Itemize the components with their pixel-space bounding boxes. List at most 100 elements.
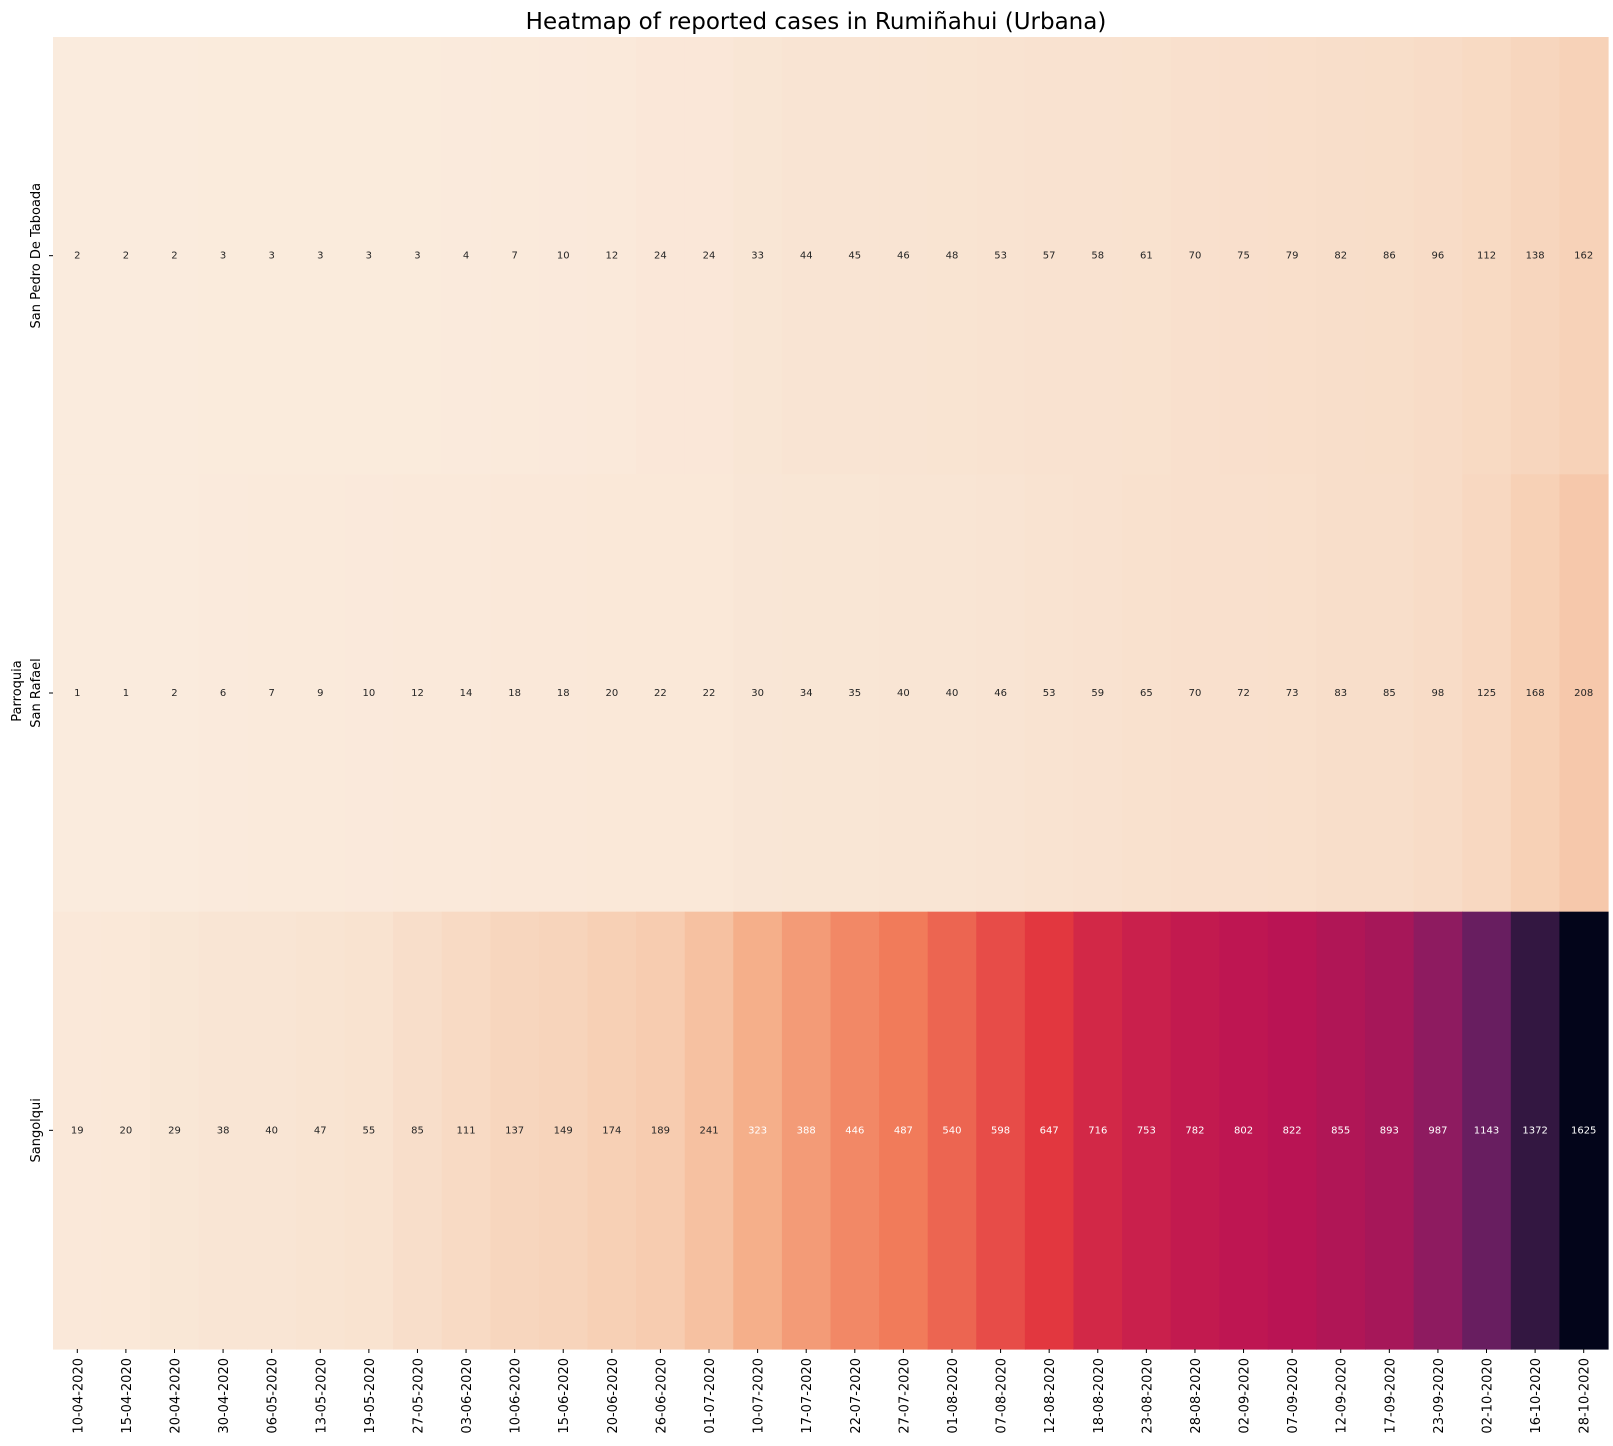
- cell-value-label: 40: [897, 688, 910, 699]
- heatmap-cell: [247, 474, 297, 913]
- cell-value-label: 241: [699, 1125, 718, 1136]
- cell-value-label: 822: [1283, 1125, 1302, 1136]
- heatmap-cell: [490, 37, 540, 475]
- cell-value-label: 893: [1380, 1125, 1399, 1136]
- heatmap-cell: [733, 37, 783, 475]
- heatmap-cell: [1267, 911, 1318, 1350]
- x-tick-label: 10-07-2020: [752, 1358, 767, 1434]
- heatmap-cell: [684, 911, 734, 1350]
- cell-value-label: 208: [1574, 688, 1593, 699]
- cell-value-label: 24: [703, 251, 716, 262]
- heatmap-cell: [1170, 474, 1220, 913]
- heatmap-cell: [1316, 911, 1366, 1350]
- cell-value-label: 598: [991, 1125, 1010, 1136]
- heatmap-cell: [1365, 911, 1415, 1350]
- heatmap-cell: [101, 37, 151, 475]
- heatmap-cell: [1073, 911, 1123, 1350]
- heatmap-cell: [976, 474, 1026, 913]
- cell-value-label: 46: [994, 688, 1007, 699]
- heatmap-cell: [1559, 911, 1609, 1350]
- heatmap-cell: [490, 474, 540, 913]
- cell-value-label: 18: [508, 688, 521, 699]
- cell-value-label: 33: [751, 251, 764, 262]
- heatmap-cell: [1365, 474, 1415, 913]
- y-tick-label: San Pedro De Taboada: [29, 183, 44, 329]
- heatmap-cell: [733, 911, 783, 1350]
- x-tick-label: 26-06-2020: [654, 1358, 669, 1434]
- heatmap-cell: [53, 911, 103, 1350]
- cell-value-label: 45: [848, 251, 861, 262]
- heatmap-cell: [1510, 474, 1560, 913]
- cell-value-label: 14: [460, 688, 473, 699]
- heatmap-cell: [1316, 37, 1366, 475]
- heatmap-cell: [1219, 911, 1269, 1350]
- cell-value-label: 18: [557, 688, 570, 699]
- cell-value-label: 53: [1043, 688, 1056, 699]
- x-tick-label: 10-04-2020: [71, 1358, 86, 1434]
- heatmap-cell: [879, 474, 929, 913]
- x-tick-label: 12-09-2020: [1335, 1358, 1350, 1434]
- x-tick-label: 23-09-2020: [1432, 1358, 1447, 1434]
- heatmap-cell: [150, 37, 200, 475]
- heatmap-cell: [976, 911, 1026, 1350]
- cell-value-label: 58: [1091, 251, 1104, 262]
- cell-value-label: 30: [751, 688, 764, 699]
- cell-value-label: 1625: [1571, 1125, 1596, 1136]
- heatmap-cell: [927, 37, 977, 475]
- cell-value-label: 149: [554, 1125, 573, 1136]
- cell-value-label: 79: [1286, 251, 1299, 262]
- heatmap-cell: [927, 474, 977, 913]
- x-tick-label: 07-08-2020: [995, 1358, 1010, 1434]
- x-tick-label: 03-06-2020: [460, 1358, 475, 1434]
- x-tick-label: 01-08-2020: [946, 1358, 961, 1434]
- heatmap-cell: [587, 474, 637, 913]
- heatmap-cell: [1462, 911, 1512, 1350]
- x-tick-label: 23-08-2020: [1140, 1358, 1155, 1434]
- cell-value-label: 10: [362, 688, 375, 699]
- x-tick-label: 16-10-2020: [1529, 1358, 1544, 1434]
- cell-value-label: 20: [605, 688, 618, 699]
- heatmap-cell: [1510, 37, 1560, 475]
- heatmap-cell: [1024, 37, 1075, 475]
- cell-value-label: 388: [797, 1125, 816, 1136]
- cell-value-label: 40: [265, 1125, 278, 1136]
- cell-value-label: 4: [463, 251, 469, 262]
- x-tick-label: 06-05-2020: [266, 1358, 281, 1434]
- cell-value-label: 487: [894, 1125, 913, 1136]
- heatmap-cell: [1267, 37, 1318, 475]
- heatmap-cell: [1024, 474, 1075, 913]
- heatmap-cell: [1510, 911, 1560, 1350]
- heatmap-cell: [636, 911, 686, 1350]
- x-tick-label: 18-08-2020: [1092, 1358, 1107, 1434]
- x-tick-label: 13-05-2020: [314, 1358, 329, 1434]
- cell-value-label: 22: [654, 688, 667, 699]
- cell-value-label: 65: [1140, 688, 1153, 699]
- cell-value-label: 2: [123, 251, 129, 262]
- cell-value-label: 2: [171, 688, 177, 699]
- heatmap-cell: [1462, 474, 1512, 913]
- x-tick-label: 22-07-2020: [849, 1358, 864, 1434]
- cell-value-label: 189: [651, 1125, 670, 1136]
- heatmap-cell: [1559, 474, 1609, 913]
- heatmap-cell: [976, 37, 1026, 475]
- cell-value-label: 540: [942, 1125, 961, 1136]
- heatmap-cell: [150, 474, 200, 913]
- y-axis-label: Parroquia: [10, 660, 25, 721]
- cell-value-label: 35: [848, 688, 861, 699]
- x-tick-label: 17-09-2020: [1383, 1358, 1398, 1434]
- x-tick-label: 28-10-2020: [1578, 1358, 1593, 1434]
- cell-value-label: 1143: [1474, 1125, 1499, 1136]
- y-tick-label: San Rafael: [29, 658, 44, 727]
- heatmap-cell: [1024, 911, 1075, 1350]
- cell-value-label: 111: [457, 1125, 476, 1136]
- x-tick-label: 02-10-2020: [1481, 1358, 1496, 1434]
- cell-value-label: 112: [1477, 251, 1496, 262]
- heatmap-cell: [101, 474, 151, 913]
- cell-value-label: 446: [845, 1125, 864, 1136]
- heatmap-cell: [538, 911, 589, 1350]
- cell-value-label: 782: [1185, 1125, 1204, 1136]
- cell-value-label: 86: [1383, 251, 1396, 262]
- cell-value-label: 987: [1428, 1125, 1447, 1136]
- heatmap-cell: [1559, 37, 1609, 475]
- x-tick-label: 17-07-2020: [800, 1358, 815, 1434]
